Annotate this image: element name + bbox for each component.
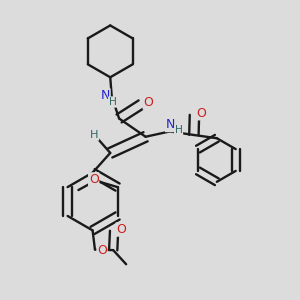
Text: O: O: [97, 244, 107, 256]
Text: O: O: [196, 107, 206, 120]
Text: N: N: [100, 89, 110, 102]
Text: O: O: [143, 96, 153, 109]
Text: O: O: [116, 223, 126, 236]
Text: H: H: [109, 97, 116, 107]
Text: H: H: [175, 125, 182, 135]
Text: O: O: [89, 173, 99, 186]
Text: N: N: [166, 118, 175, 131]
Text: H: H: [90, 130, 99, 140]
